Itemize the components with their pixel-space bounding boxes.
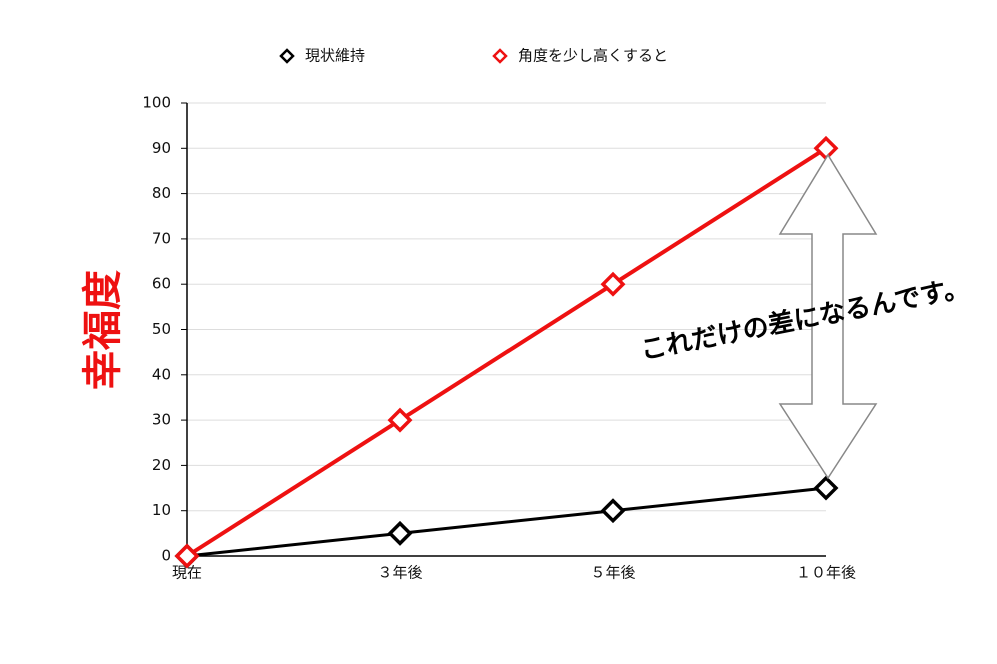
y-tick-label: 0 (161, 547, 171, 565)
x-tick-label: １０年後 (796, 564, 856, 582)
y-tick-label: 10 (152, 501, 171, 519)
y-tick-label: 30 (152, 411, 171, 429)
x-tick-label: 現在 (172, 564, 202, 582)
y-tick-label: 20 (152, 456, 171, 474)
y-tick-label: 70 (152, 229, 171, 247)
marker (600, 271, 626, 297)
marker (600, 498, 626, 524)
y-tick-label: 90 (152, 139, 171, 157)
legend-marker (279, 48, 295, 64)
marker (813, 475, 839, 501)
y-tick-label: 40 (152, 365, 171, 383)
y-tick-label: 80 (152, 184, 171, 202)
plot-area: 0 10 20 30 40 50 60 70 80 90 100 現在 ３年後 ５年後 １０年後 現状維持 角度… (142, 47, 856, 582)
y-tick-label: 100 (142, 94, 171, 112)
marker (387, 407, 413, 433)
y-axis-label: 幸福度 (80, 270, 126, 390)
marker (174, 543, 200, 569)
marker (387, 520, 413, 546)
legend-marker (492, 48, 508, 64)
y-tick-label: 50 (152, 320, 171, 338)
legend-label: 現状維持 (305, 47, 365, 65)
y-tick-label: 60 (152, 275, 171, 293)
double-arrow (778, 153, 878, 480)
x-tick-label: ５年後 (590, 564, 635, 582)
series-line (185, 146, 828, 558)
legend-label: 角度を少し高くすると (518, 47, 668, 65)
x-tick-label: ３年後 (377, 564, 422, 582)
series-line (186, 486, 827, 558)
